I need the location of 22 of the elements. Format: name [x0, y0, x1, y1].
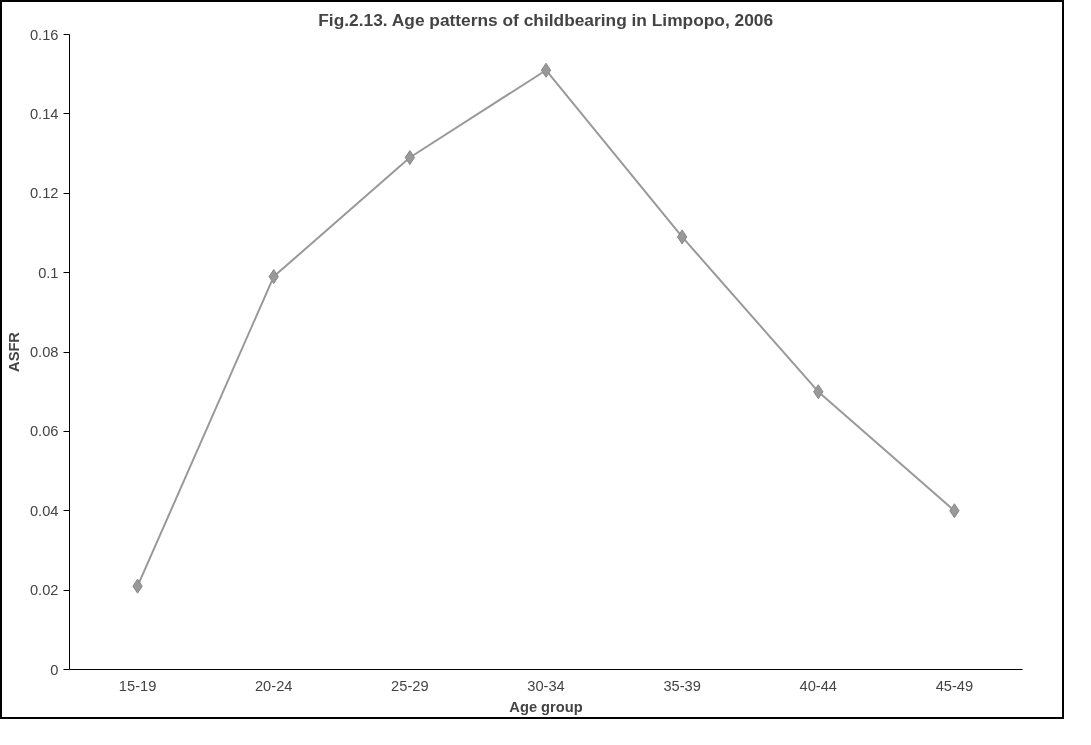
x-tick-label: 20-24: [254, 677, 293, 694]
x-tick-label: 15-19: [118, 677, 157, 694]
point: [676, 229, 688, 245]
x-tick-label: 30-34: [527, 677, 565, 694]
x-tick-label: 35-39: [663, 677, 701, 694]
y-tick-label: 0.02: [29, 582, 59, 599]
chart-title: Fig.2.13. Age patterns of childbearing in Limpopo, 2006: [318, 9, 774, 30]
x-tick-label: 45-49: [935, 677, 974, 694]
y-tick-label: 0.08: [29, 344, 59, 360]
x-axis-title: Age group: [509, 698, 583, 715]
y-tick-label: 0.16: [29, 26, 59, 43]
y-axis-title: ASFR: [5, 331, 22, 372]
y-tick-label: 0.04: [29, 502, 59, 519]
point: [404, 150, 416, 166]
y-tick-label: 0: [50, 661, 59, 678]
y-tick-label: 0.14: [29, 105, 59, 122]
point: [540, 62, 552, 78]
y-tick-label: 0.1: [38, 264, 59, 281]
x-tick-label: 25-29: [391, 677, 429, 694]
y-tick-label: 0.06: [29, 423, 59, 440]
y-tick-label: 0.12: [29, 185, 59, 202]
x-tick-label: 40-44: [799, 677, 838, 694]
